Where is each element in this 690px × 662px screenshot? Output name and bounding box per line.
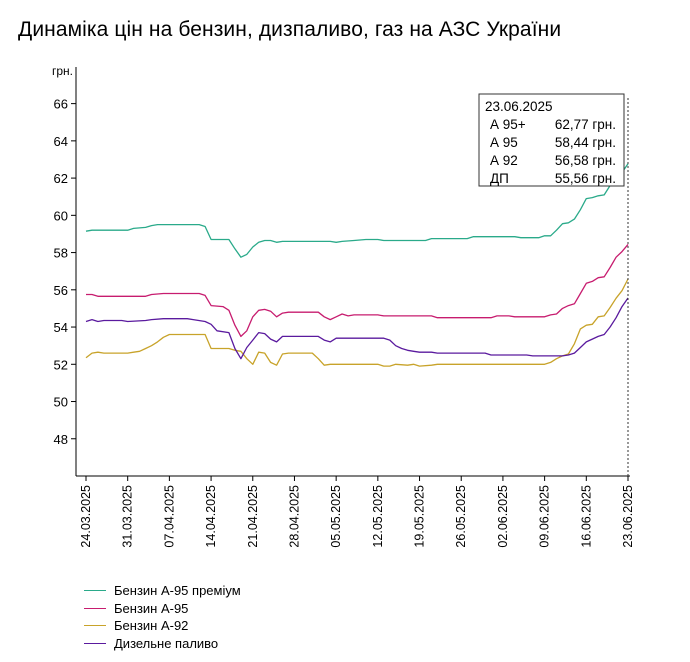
tooltip-row-value: 58,44 грн. bbox=[555, 135, 616, 150]
tooltip-row-value: 55,56 грн. bbox=[555, 171, 616, 186]
x-tick-label: 26.05.2025 bbox=[454, 485, 468, 548]
y-tick-label: 58 bbox=[54, 246, 68, 261]
legend-swatch bbox=[84, 590, 106, 592]
y-tick-label: 48 bbox=[54, 432, 68, 447]
chart-title: Динаміка цін на бензин, дизпаливо, газ н… bbox=[18, 18, 562, 41]
legend-label: Дизельне паливо bbox=[114, 635, 219, 651]
tooltip-row-label: А 95 bbox=[490, 135, 518, 150]
legend-label: Бензин А-92 bbox=[114, 618, 189, 634]
x-tick-label: 07.04.2025 bbox=[162, 485, 176, 548]
series-line bbox=[85, 278, 629, 367]
legend-item[interactable]: Дизельне паливо bbox=[84, 635, 241, 653]
legend-swatch bbox=[84, 607, 106, 609]
x-tick-label: 21.04.2025 bbox=[246, 485, 260, 548]
y-tick-label: 64 bbox=[54, 134, 68, 149]
legend: Бензин А-95 преміум Бензин А-95 Бензин А-9… bbox=[84, 582, 241, 652]
legend-item[interactable]: Бензин А-95 bbox=[84, 600, 241, 618]
x-tick-label: 28.04.2025 bbox=[287, 485, 301, 548]
legend-swatch bbox=[84, 625, 106, 627]
legend-item[interactable]: Бензин А-92 bbox=[84, 617, 241, 635]
x-tick-label: 09.06.2025 bbox=[538, 485, 552, 548]
y-tick-label: 50 bbox=[54, 395, 68, 410]
y-tick-label: 66 bbox=[54, 97, 68, 112]
x-tick-label: 05.05.2025 bbox=[329, 485, 343, 548]
x-tick-label: 16.06.2025 bbox=[579, 485, 593, 548]
legend-swatch bbox=[84, 642, 106, 644]
tooltip-row-label: А 95+ bbox=[490, 117, 526, 132]
y-tick-label: 56 bbox=[54, 283, 68, 298]
series-lines bbox=[85, 163, 629, 367]
tooltip-box bbox=[478, 93, 625, 187]
series-line bbox=[85, 297, 629, 360]
legend-label: Бензин А-95 bbox=[114, 600, 189, 616]
tooltip-row-value: 56,58 грн. bbox=[555, 153, 616, 168]
price-chart[interactable]: грн. 48 50 52 54 56 58 60 62 64 66 24.03.2025 31.03.… bbox=[0, 0, 690, 580]
tooltip-row-label: ДП bbox=[490, 171, 509, 186]
x-tick-label: 14.04.2025 bbox=[204, 485, 218, 548]
axes: грн. 48 50 52 54 56 58 60 62 64 66 24.03.2025 31.03.… bbox=[52, 64, 635, 548]
legend-label: Бензин А-95 преміум bbox=[114, 583, 241, 599]
x-tick-label: 19.05.2025 bbox=[413, 485, 427, 548]
y-tick-label: 62 bbox=[54, 171, 68, 186]
x-tick-label: 12.05.2025 bbox=[371, 485, 385, 548]
tooltip-row-value: 62,77 грн. bbox=[555, 117, 616, 132]
x-tick-label: 23.06.2025 bbox=[621, 485, 635, 548]
y-axis-label: грн. bbox=[52, 64, 73, 78]
series-line bbox=[85, 163, 629, 258]
y-tick-label: 52 bbox=[54, 357, 68, 372]
x-tick-label: 31.03.2025 bbox=[121, 485, 135, 548]
tooltip: 23.06.2025 А 95+ 62,77 грн. А 95 58,44 грн. А… bbox=[478, 93, 625, 187]
y-tick-label: 54 bbox=[54, 320, 68, 335]
series-line bbox=[86, 243, 629, 338]
tooltip-row-label: А 92 bbox=[490, 153, 518, 168]
x-tick-label: 24.03.2025 bbox=[79, 485, 93, 548]
y-tick-label: 60 bbox=[54, 208, 68, 223]
x-tick-label: 02.06.2025 bbox=[496, 485, 510, 548]
tooltip-date: 23.06.2025 bbox=[485, 99, 553, 114]
legend-item[interactable]: Бензин А-95 преміум bbox=[84, 582, 241, 600]
